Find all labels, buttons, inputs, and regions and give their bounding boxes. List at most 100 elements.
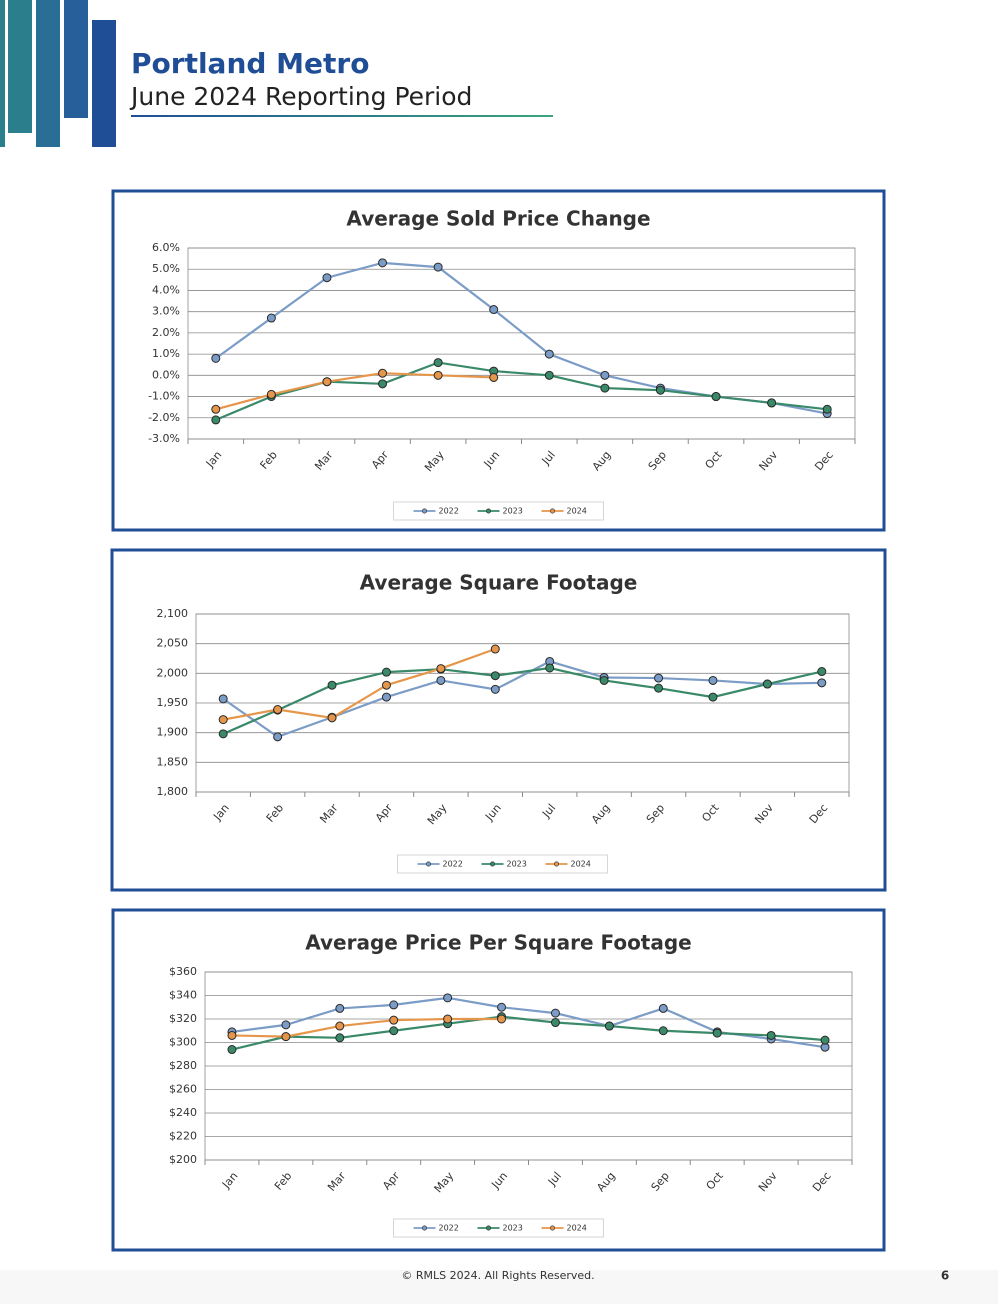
data-point <box>335 1003 345 1013</box>
y-tick-label: 2,050 <box>157 637 189 650</box>
series-line <box>223 647 496 721</box>
data-point <box>711 392 721 402</box>
data-point <box>378 368 388 378</box>
legend-label: 2024 <box>567 507 587 516</box>
y-tick-label: $340 <box>169 989 197 1002</box>
series-line <box>222 666 823 735</box>
data-point <box>218 715 228 725</box>
data-point <box>600 383 610 393</box>
y-tick-label: 1,800 <box>157 785 189 798</box>
data-point <box>381 692 391 702</box>
legend-marker <box>425 861 431 867</box>
data-point <box>436 664 446 674</box>
data-point <box>544 370 554 380</box>
legend-label: 2023 <box>507 860 527 869</box>
chart-frame <box>111 908 886 1252</box>
y-tick-label: 1,850 <box>157 755 189 768</box>
data-point <box>211 404 221 414</box>
data-point <box>817 667 827 677</box>
legend-marker <box>549 1225 555 1231</box>
y-tick-label: $260 <box>169 1083 197 1096</box>
data-point <box>327 713 337 723</box>
data-point <box>766 1030 776 1040</box>
data-point <box>599 675 609 685</box>
data-point <box>335 1021 345 1031</box>
y-tick-label: 2,000 <box>157 666 189 679</box>
y-tick-label: -2.0% <box>148 411 180 424</box>
data-point <box>218 694 228 704</box>
legend-marker <box>421 1225 427 1231</box>
y-tick-label: 5.0% <box>152 262 180 275</box>
data-point <box>817 678 827 688</box>
legend-marker <box>485 1225 491 1231</box>
data-point <box>545 663 555 673</box>
y-tick-label: 1.0% <box>152 347 180 360</box>
data-point <box>443 1014 453 1024</box>
data-point <box>211 353 221 363</box>
y-tick-label: 1,950 <box>157 696 189 709</box>
data-point <box>378 258 388 268</box>
data-point <box>490 644 500 654</box>
data-point <box>497 1014 507 1024</box>
data-point <box>708 692 718 702</box>
data-point <box>381 680 391 690</box>
data-point <box>227 1030 237 1040</box>
copyright: © RMLS 2024. All Rights Reserved. <box>401 1269 594 1282</box>
y-tick-label: $320 <box>169 1012 197 1025</box>
data-point <box>433 358 443 368</box>
y-tick-label: 0.0% <box>152 368 180 381</box>
data-point <box>389 1000 399 1010</box>
y-tick-label: $200 <box>169 1153 197 1166</box>
legend-marker <box>549 508 555 514</box>
legend-label: 2024 <box>571 860 591 869</box>
legend-marker <box>485 508 491 514</box>
chart-title: Average Square Footage <box>360 571 638 595</box>
series-line <box>222 660 822 739</box>
chart-title: Average Sold Price Change <box>346 207 650 231</box>
chart-frame <box>111 189 886 532</box>
legend-marker <box>421 508 427 514</box>
data-point <box>658 1026 668 1036</box>
data-point <box>433 262 443 272</box>
legend-marker <box>489 861 495 867</box>
y-tick-label: $220 <box>169 1130 197 1143</box>
data-point <box>497 1002 507 1012</box>
data-point <box>489 305 499 315</box>
data-point <box>281 1020 291 1030</box>
data-point <box>327 680 337 690</box>
data-point <box>389 1026 399 1036</box>
series-line <box>231 1015 826 1051</box>
y-tick-label: -3.0% <box>148 432 180 445</box>
data-point <box>381 667 391 677</box>
y-tick-label: $300 <box>169 1036 197 1049</box>
header-bars <box>0 0 116 147</box>
series-line <box>231 1017 502 1038</box>
data-point <box>655 385 665 395</box>
page-number: 6 <box>941 1269 949 1283</box>
chart-frame <box>110 548 887 892</box>
data-point <box>266 389 276 399</box>
y-tick-label: 3.0% <box>152 305 180 318</box>
y-tick-label: 2,100 <box>157 607 189 620</box>
data-point <box>443 993 453 1003</box>
footer-band <box>0 1270 998 1304</box>
data-point <box>335 1033 345 1043</box>
data-point <box>322 273 332 283</box>
data-point <box>273 732 283 742</box>
data-point <box>322 377 332 387</box>
data-point <box>490 684 500 694</box>
data-point <box>550 1018 560 1028</box>
legend-label: 2023 <box>503 1224 523 1233</box>
data-point <box>433 370 443 380</box>
series-line <box>215 372 494 411</box>
y-tick-label: $280 <box>169 1059 197 1072</box>
data-point <box>654 673 664 683</box>
data-point <box>266 313 276 323</box>
y-tick-label: 6.0% <box>152 241 180 254</box>
legend-label: 2022 <box>439 1224 459 1233</box>
data-point <box>211 415 221 425</box>
data-point <box>281 1032 291 1042</box>
y-tick-label: 1,900 <box>157 726 189 739</box>
data-point <box>218 729 228 739</box>
